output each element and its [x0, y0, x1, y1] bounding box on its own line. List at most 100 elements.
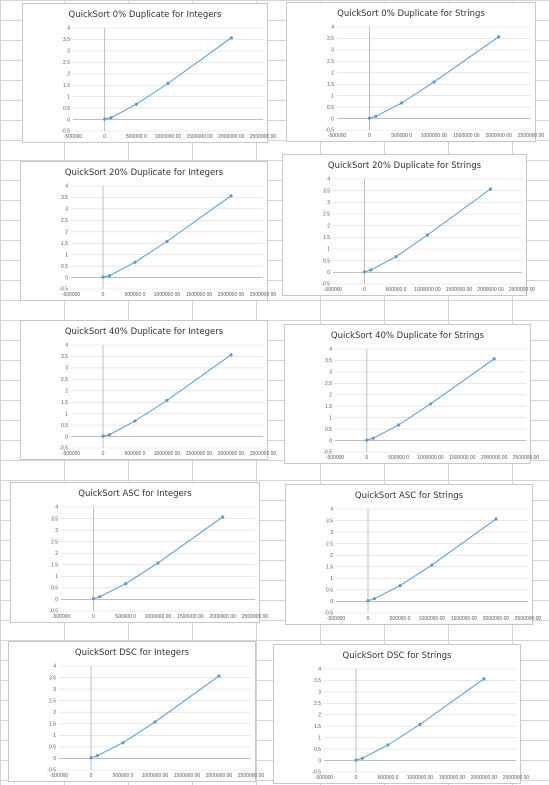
data-point: [91, 597, 95, 601]
data-point: [365, 438, 369, 442]
chart-plot: 4 3.5 3 2.5 2 1.5 1 0.5 0 -0.5-500000 0 500000 0 100…: [59, 184, 276, 298]
data-point: [124, 582, 128, 586]
y-tick-label: 0.5: [63, 106, 70, 112]
x-tick-label: 0: [368, 133, 371, 139]
y-tick-label: 2.5: [327, 59, 334, 65]
y-tick-label: 1.5: [323, 235, 330, 241]
y-tick-label: 3.5: [49, 675, 56, 681]
data-point: [418, 722, 422, 726]
chart-plot: 4 3.5 3 2.5 2 1.5 1 0.5 0 -0.5-500000 0 500000 0 100…: [312, 667, 529, 781]
x-tick-label: 1500000 00: [449, 455, 476, 461]
x-tick-label: 2000000 00: [218, 451, 245, 457]
x-tick-label: 2000000 00: [218, 292, 245, 298]
data-point: [101, 434, 105, 438]
data-point: [400, 101, 404, 105]
x-tick-label: 2000000 00: [218, 134, 245, 140]
y-tick-label: 0.5: [326, 588, 333, 594]
y-tick-label: 2: [329, 392, 332, 398]
y-tick-label: -0.5: [49, 609, 58, 615]
x-tick-label: -500000: [64, 134, 83, 140]
y-tick-label: -0.5: [61, 129, 70, 135]
data-point: [165, 398, 169, 402]
y-tick-label: 4: [318, 667, 321, 673]
y-tick-label: 0: [65, 434, 68, 440]
chart-card-1: QuickSort 0% Duplicate for Strings 4 3.5 3…: [286, 2, 544, 142]
y-tick-label: 3.5: [327, 36, 334, 42]
chart-card-0: QuickSort 0% Duplicate for Integers 4 3.5…: [22, 3, 276, 143]
y-tick-label: 3.5: [61, 195, 68, 201]
data-point: [229, 36, 233, 40]
y-tick-label: -0.5: [321, 282, 330, 288]
x-tick-label: 2000000 00: [471, 775, 498, 781]
x-tick-label: 1500000 00: [186, 292, 213, 298]
y-tick-label: 3: [331, 48, 334, 54]
x-tick-label: 1000000 00: [421, 133, 448, 139]
x-tick-label: 0: [102, 451, 105, 457]
x-tick-label: 500000 0: [115, 614, 136, 620]
x-tick-label: 2500000 00: [242, 614, 269, 620]
chart-plot: 4 3.5 3 2.5 2 1.5 1 0.5 0 -0.5-500000 0 500000 0 100…: [47, 664, 264, 779]
y-tick-label: 0: [329, 438, 332, 444]
y-tick-label: 0: [330, 599, 333, 605]
y-tick-label: 1: [55, 574, 58, 580]
y-tick-label: 3.5: [51, 516, 58, 522]
trendline: [355, 678, 485, 761]
data-point: [428, 402, 433, 406]
y-tick-label: 2: [65, 388, 68, 394]
y-tick-label: 4: [53, 664, 56, 670]
data-point: [133, 260, 137, 264]
data-point: [488, 187, 493, 191]
y-tick-label: 0: [53, 756, 56, 762]
y-tick-label: 3.5: [323, 188, 330, 194]
x-tick-label: 2500000 00: [509, 287, 536, 293]
y-tick-label: 1.5: [61, 241, 68, 247]
x-tick-label: 2500000 00: [503, 775, 530, 781]
data-point: [497, 35, 501, 39]
y-tick-label: 3.5: [325, 358, 332, 364]
chart-title: QuickSort 40% Duplicate for Integers: [64, 327, 224, 337]
data-point: [95, 754, 99, 758]
y-tick-label: 3.5: [314, 678, 321, 684]
trendline: [90, 675, 220, 759]
y-tick-label: 1.5: [61, 400, 68, 406]
y-tick-label: 0.5: [327, 105, 334, 111]
x-tick-label: 1500000 00: [186, 451, 213, 457]
y-tick-label: 4: [327, 177, 330, 183]
data-point: [89, 756, 93, 760]
x-tick-label: 2500000 00: [518, 133, 545, 139]
y-tick-label: 1.5: [326, 564, 333, 570]
y-tick-label: 3: [327, 200, 330, 206]
y-tick-label: -0.5: [323, 450, 332, 456]
data-point: [394, 255, 398, 259]
y-tick-label: 2: [65, 229, 68, 235]
x-tick-label: 1000000 00: [145, 614, 172, 620]
data-point: [386, 743, 390, 747]
y-tick-label: 0.5: [61, 423, 68, 429]
x-tick-label: 1500000 00: [439, 775, 466, 781]
x-tick-label: -500000: [327, 616, 346, 622]
chart-plot: 4 3.5 3 2.5 2 1.5 1 0.5 0 -0.5-500000 0 500000 0 100…: [323, 347, 539, 461]
x-tick-label: 0: [92, 614, 95, 620]
data-point: [360, 756, 364, 760]
x-tick-label: 2000000 00: [483, 616, 510, 622]
x-tick-label: 1500000 00: [446, 287, 473, 293]
x-tick-label: 2500000 00: [515, 616, 542, 622]
y-tick-label: 3: [65, 207, 68, 213]
data-point: [397, 423, 401, 427]
data-point: [101, 275, 105, 279]
data-point: [430, 563, 434, 567]
y-tick-label: 3: [55, 528, 58, 534]
y-tick-label: 0: [331, 116, 334, 122]
data-point: [398, 584, 402, 588]
chart-title: QuickSort ASC for Integers: [78, 489, 192, 499]
chart-card-2: QuickSort 20% Duplicate for Integers 4 3.…: [20, 161, 276, 301]
y-tick-label: -0.5: [324, 611, 333, 617]
data-point: [98, 595, 102, 599]
y-tick-label: 3: [67, 49, 70, 55]
x-tick-label: 2500000 00: [250, 451, 277, 457]
x-tick-label: 500000 0: [125, 292, 146, 298]
y-tick-label: 0: [318, 758, 321, 764]
y-tick-label: 0.5: [49, 745, 56, 751]
y-tick-label: 1.5: [325, 404, 332, 410]
x-tick-label: 1000000 00: [414, 287, 441, 293]
